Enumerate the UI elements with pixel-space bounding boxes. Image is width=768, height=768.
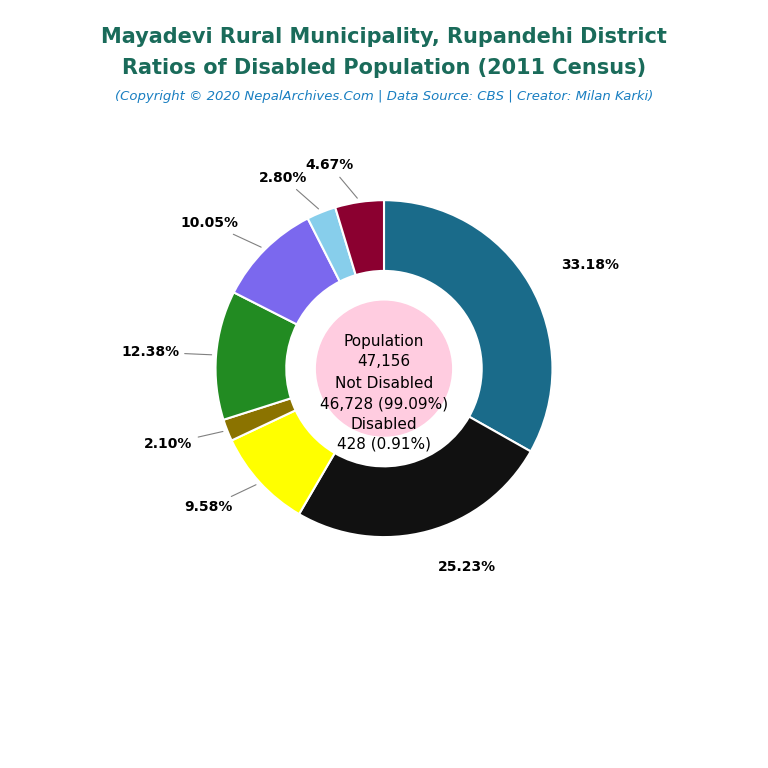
Text: 10.05%: 10.05%	[180, 217, 261, 247]
Wedge shape	[308, 207, 356, 282]
Text: Population: Population	[344, 334, 424, 349]
Wedge shape	[223, 399, 296, 441]
Wedge shape	[384, 200, 552, 452]
Text: 4.67%: 4.67%	[306, 158, 357, 198]
Text: 46,728 (99.09%): 46,728 (99.09%)	[320, 396, 448, 412]
Circle shape	[316, 301, 452, 436]
Wedge shape	[232, 410, 335, 514]
Text: 47,156: 47,156	[357, 354, 411, 369]
Text: Disabled: Disabled	[351, 417, 417, 432]
Text: 33.18%: 33.18%	[561, 258, 620, 272]
Text: 25.23%: 25.23%	[438, 560, 496, 574]
Text: 12.38%: 12.38%	[121, 345, 212, 359]
Wedge shape	[216, 293, 297, 420]
Text: (Copyright © 2020 NepalArchives.Com | Data Source: CBS | Creator: Milan Karki): (Copyright © 2020 NepalArchives.Com | Da…	[115, 90, 653, 103]
Wedge shape	[299, 417, 531, 537]
Wedge shape	[233, 218, 339, 324]
Text: Mayadevi Rural Municipality, Rupandehi District: Mayadevi Rural Municipality, Rupandehi D…	[101, 27, 667, 47]
Text: 2.80%: 2.80%	[259, 171, 319, 209]
Text: 2.10%: 2.10%	[144, 432, 223, 451]
Text: 9.58%: 9.58%	[184, 485, 256, 515]
Text: Ratios of Disabled Population (2011 Census): Ratios of Disabled Population (2011 Cens…	[122, 58, 646, 78]
Text: Not Disabled: Not Disabled	[335, 376, 433, 392]
Wedge shape	[336, 200, 384, 275]
Text: 428 (0.91%): 428 (0.91%)	[337, 437, 431, 452]
